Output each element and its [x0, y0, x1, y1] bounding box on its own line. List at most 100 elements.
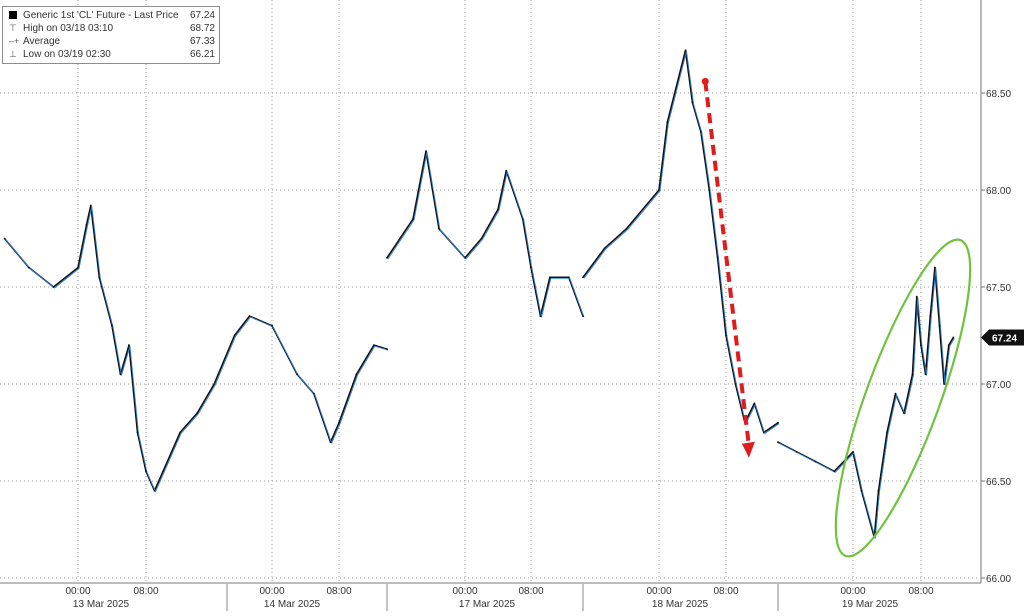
x-day-label: 13 Mar 2025: [73, 599, 130, 610]
price-point: [179, 431, 182, 434]
last-price-tag: [981, 329, 1024, 346]
red-arrow-head: [741, 441, 755, 458]
price-line: [386, 150, 584, 317]
price-point: [903, 412, 905, 414]
price-point: [915, 295, 918, 298]
red-arrow-line: [703, 81, 751, 446]
price-point: [852, 451, 854, 453]
price-line-overlay: [778, 268, 955, 539]
price-point: [625, 227, 628, 230]
legend-series-name: Generic 1st 'CL' Future - Last Price: [23, 10, 179, 21]
price-point: [947, 344, 950, 347]
price-point: [338, 421, 340, 424]
price-point: [603, 247, 606, 250]
price-point: [128, 344, 130, 347]
price-point: [860, 489, 863, 492]
price-point: [911, 373, 914, 376]
price-point: [355, 373, 358, 376]
price-point: [530, 266, 532, 269]
price-line: [582, 49, 779, 434]
price-point: [894, 392, 897, 395]
price-point: [153, 489, 156, 492]
price-point: [119, 373, 122, 376]
price-point: [877, 489, 880, 492]
price-point: [777, 441, 779, 444]
green-highlight-ellipse: [834, 238, 972, 558]
x-day-label: 19 Mar 2025: [842, 599, 899, 610]
x-tick-label: 00:00: [259, 586, 284, 597]
price-point: [248, 315, 251, 317]
price-point: [196, 412, 199, 414]
price-point: [952, 336, 955, 339]
price-point: [716, 257, 719, 259]
price-point: [312, 392, 315, 395]
price-point: [582, 315, 584, 317]
x-day-label: 14 Mar 2025: [264, 599, 321, 610]
y-tick-label: 66.50: [986, 477, 1011, 488]
price-point: [708, 189, 711, 191]
price-point: [691, 101, 694, 104]
price-line-overlay: [583, 50, 780, 434]
legend-average: –+ Average 67.33: [9, 35, 215, 48]
price-point: [464, 257, 466, 259]
price-point: [85, 224, 88, 226]
last-price-tag-label: 67.24: [992, 333, 1017, 344]
y-tick-label: 68.50: [986, 89, 1011, 100]
price-point: [933, 266, 936, 269]
average-marker-icon: –+: [9, 36, 20, 46]
price-point: [233, 334, 236, 337]
price-point: [373, 344, 375, 347]
price-point: [162, 470, 164, 473]
legend-average-label: Average: [23, 36, 61, 47]
x-tick-label: 00:00: [452, 586, 477, 597]
price-point: [329, 441, 332, 444]
price-point: [386, 257, 388, 259]
price-point: [77, 266, 79, 269]
legend-last-price: 67.24: [189, 10, 215, 21]
price-point: [753, 402, 756, 405]
x-day-label: 18 Mar 2025: [652, 599, 709, 610]
legend-high-label: High on 03/18 03:10: [23, 23, 114, 34]
price-point: [777, 421, 779, 424]
price-point: [136, 431, 139, 434]
price-point: [386, 348, 388, 350]
price-point: [929, 315, 932, 317]
legend-low-value: 66.21: [189, 49, 215, 60]
price-point: [521, 218, 524, 221]
legend-series: Generic 1st 'CL' Future - Last Price 67.…: [9, 9, 215, 22]
legend-low: ⊥ Low on 03/19 02:30 66.21: [9, 48, 215, 61]
price-point: [762, 431, 765, 434]
price-point: [28, 266, 30, 269]
x-tick-label: 00:00: [65, 586, 90, 597]
x-tick-label: 00:00: [646, 586, 671, 597]
price-point: [567, 276, 570, 279]
chart-legend: Generic 1st 'CL' Future - Last Price 67.…: [2, 6, 220, 64]
x-tick-label: 00:00: [840, 586, 865, 597]
low-marker-icon: ⊥: [9, 49, 17, 59]
price-point: [814, 460, 817, 463]
price-point: [539, 315, 542, 317]
price-point: [412, 218, 414, 221]
price-line-overlay: [5, 206, 389, 493]
price-point: [833, 470, 836, 473]
price-line: [3, 204, 388, 492]
price-point: [582, 276, 584, 279]
x-tick-label: 08:00: [326, 586, 351, 597]
legend-average-value: 67.33: [189, 36, 215, 47]
y-tick-label: 66.00: [986, 574, 1011, 585]
x-tick-label: 08:00: [518, 586, 543, 597]
x-tick-label: 08:00: [713, 586, 738, 597]
price-point: [145, 470, 147, 473]
price-point: [505, 169, 508, 172]
price-point: [296, 373, 299, 376]
legend-high-value: 68.72: [189, 23, 215, 34]
price-point: [98, 276, 101, 279]
price-point: [111, 324, 113, 327]
price-line: [777, 266, 955, 539]
legend-low-label: Low on 03/19 02:30: [23, 49, 111, 60]
price-point: [658, 189, 660, 191]
price-point: [924, 373, 927, 376]
high-marker-icon: ⊤: [9, 23, 17, 33]
